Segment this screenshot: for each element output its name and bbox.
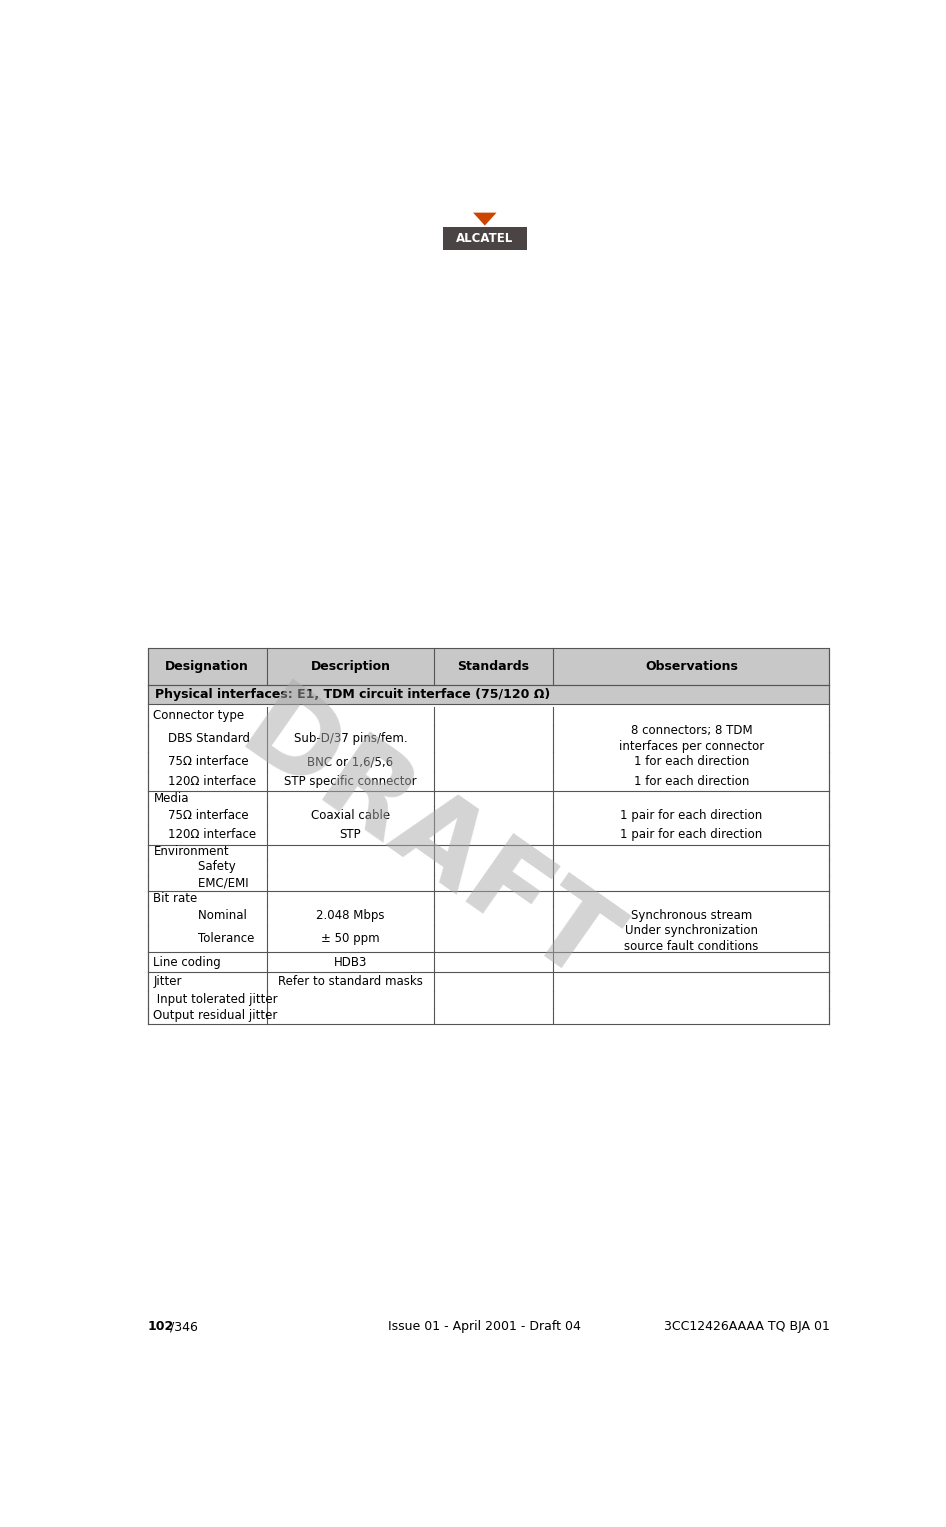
Text: 2.048 Mbps: 2.048 Mbps bbox=[316, 909, 385, 922]
Text: Under synchronization
source fault conditions: Under synchronization source fault condi… bbox=[624, 924, 759, 953]
FancyBboxPatch shape bbox=[148, 906, 830, 925]
Text: 8 connectors; 8 TDM
interfaces per connector: 8 connectors; 8 TDM interfaces per conne… bbox=[619, 724, 764, 753]
Text: HDB3: HDB3 bbox=[334, 956, 367, 968]
Text: Refer to standard masks: Refer to standard masks bbox=[278, 976, 423, 988]
FancyBboxPatch shape bbox=[443, 226, 527, 250]
Text: Physical interfaces: E1, TDM circuit interface (75/120 Ω): Physical interfaces: E1, TDM circuit int… bbox=[155, 687, 551, 701]
Text: 1 pair for each direction: 1 pair for each direction bbox=[621, 809, 762, 822]
FancyBboxPatch shape bbox=[148, 991, 830, 1008]
Text: ± 50 ppm: ± 50 ppm bbox=[321, 933, 379, 945]
Text: Observations: Observations bbox=[645, 660, 738, 673]
Text: 102: 102 bbox=[148, 1321, 174, 1333]
Text: STP: STP bbox=[340, 828, 361, 841]
FancyBboxPatch shape bbox=[148, 875, 830, 892]
FancyBboxPatch shape bbox=[148, 753, 830, 771]
Text: STP specific connector: STP specific connector bbox=[284, 776, 417, 788]
Text: EMC/EMI: EMC/EMI bbox=[153, 876, 249, 890]
Text: Environment: Environment bbox=[153, 844, 229, 858]
Text: Connector type: Connector type bbox=[153, 710, 245, 722]
FancyBboxPatch shape bbox=[148, 971, 830, 991]
Text: 120Ω interface: 120Ω interface bbox=[153, 776, 256, 788]
Text: 1 for each direction: 1 for each direction bbox=[634, 776, 749, 788]
Text: DBS Standard: DBS Standard bbox=[153, 731, 251, 745]
Text: Standards: Standards bbox=[458, 660, 530, 673]
Text: 75Ω interface: 75Ω interface bbox=[153, 809, 249, 822]
FancyBboxPatch shape bbox=[148, 725, 830, 753]
Text: Description: Description bbox=[310, 660, 391, 673]
FancyBboxPatch shape bbox=[148, 771, 830, 791]
Text: 1 for each direction: 1 for each direction bbox=[634, 756, 749, 768]
Text: Output residual jitter: Output residual jitter bbox=[153, 1009, 278, 1022]
Text: 3CC12426AAAA TQ BJA 01: 3CC12426AAAA TQ BJA 01 bbox=[663, 1321, 830, 1333]
FancyBboxPatch shape bbox=[148, 925, 830, 953]
Text: Media: Media bbox=[153, 793, 189, 805]
Text: Tolerance: Tolerance bbox=[153, 933, 254, 945]
Text: 1 pair for each direction: 1 pair for each direction bbox=[621, 828, 762, 841]
Text: Designation: Designation bbox=[166, 660, 249, 673]
Text: Sub-D/37 pins/fem.: Sub-D/37 pins/fem. bbox=[293, 731, 407, 745]
Text: Safety: Safety bbox=[153, 861, 236, 873]
Text: Coaxial cable: Coaxial cable bbox=[311, 809, 390, 822]
FancyBboxPatch shape bbox=[148, 858, 830, 875]
Polygon shape bbox=[473, 212, 497, 226]
Text: Bit rate: Bit rate bbox=[153, 892, 198, 906]
Text: Jitter: Jitter bbox=[153, 976, 182, 988]
FancyBboxPatch shape bbox=[148, 686, 830, 704]
Text: Synchronous stream: Synchronous stream bbox=[631, 909, 752, 922]
FancyBboxPatch shape bbox=[148, 825, 830, 844]
Text: Line coding: Line coding bbox=[153, 956, 221, 968]
Text: 75Ω interface: 75Ω interface bbox=[153, 756, 249, 768]
FancyBboxPatch shape bbox=[148, 844, 830, 858]
FancyBboxPatch shape bbox=[148, 647, 830, 686]
Text: Input tolerated jitter: Input tolerated jitter bbox=[153, 993, 278, 1006]
Text: ALCATEL: ALCATEL bbox=[456, 232, 514, 244]
Text: 120Ω interface: 120Ω interface bbox=[153, 828, 256, 841]
FancyBboxPatch shape bbox=[148, 806, 830, 825]
FancyBboxPatch shape bbox=[148, 707, 830, 725]
FancyBboxPatch shape bbox=[148, 892, 830, 906]
Text: BNC or 1,6/5,6: BNC or 1,6/5,6 bbox=[307, 756, 394, 768]
Text: Issue 01 - April 2001 - Draft 04: Issue 01 - April 2001 - Draft 04 bbox=[389, 1321, 581, 1333]
Text: Nominal: Nominal bbox=[153, 909, 247, 922]
Text: /346: /346 bbox=[170, 1321, 198, 1333]
FancyBboxPatch shape bbox=[148, 953, 830, 971]
Text: DRAFT: DRAFT bbox=[219, 673, 633, 1009]
FancyBboxPatch shape bbox=[148, 791, 830, 806]
FancyBboxPatch shape bbox=[148, 1008, 830, 1025]
